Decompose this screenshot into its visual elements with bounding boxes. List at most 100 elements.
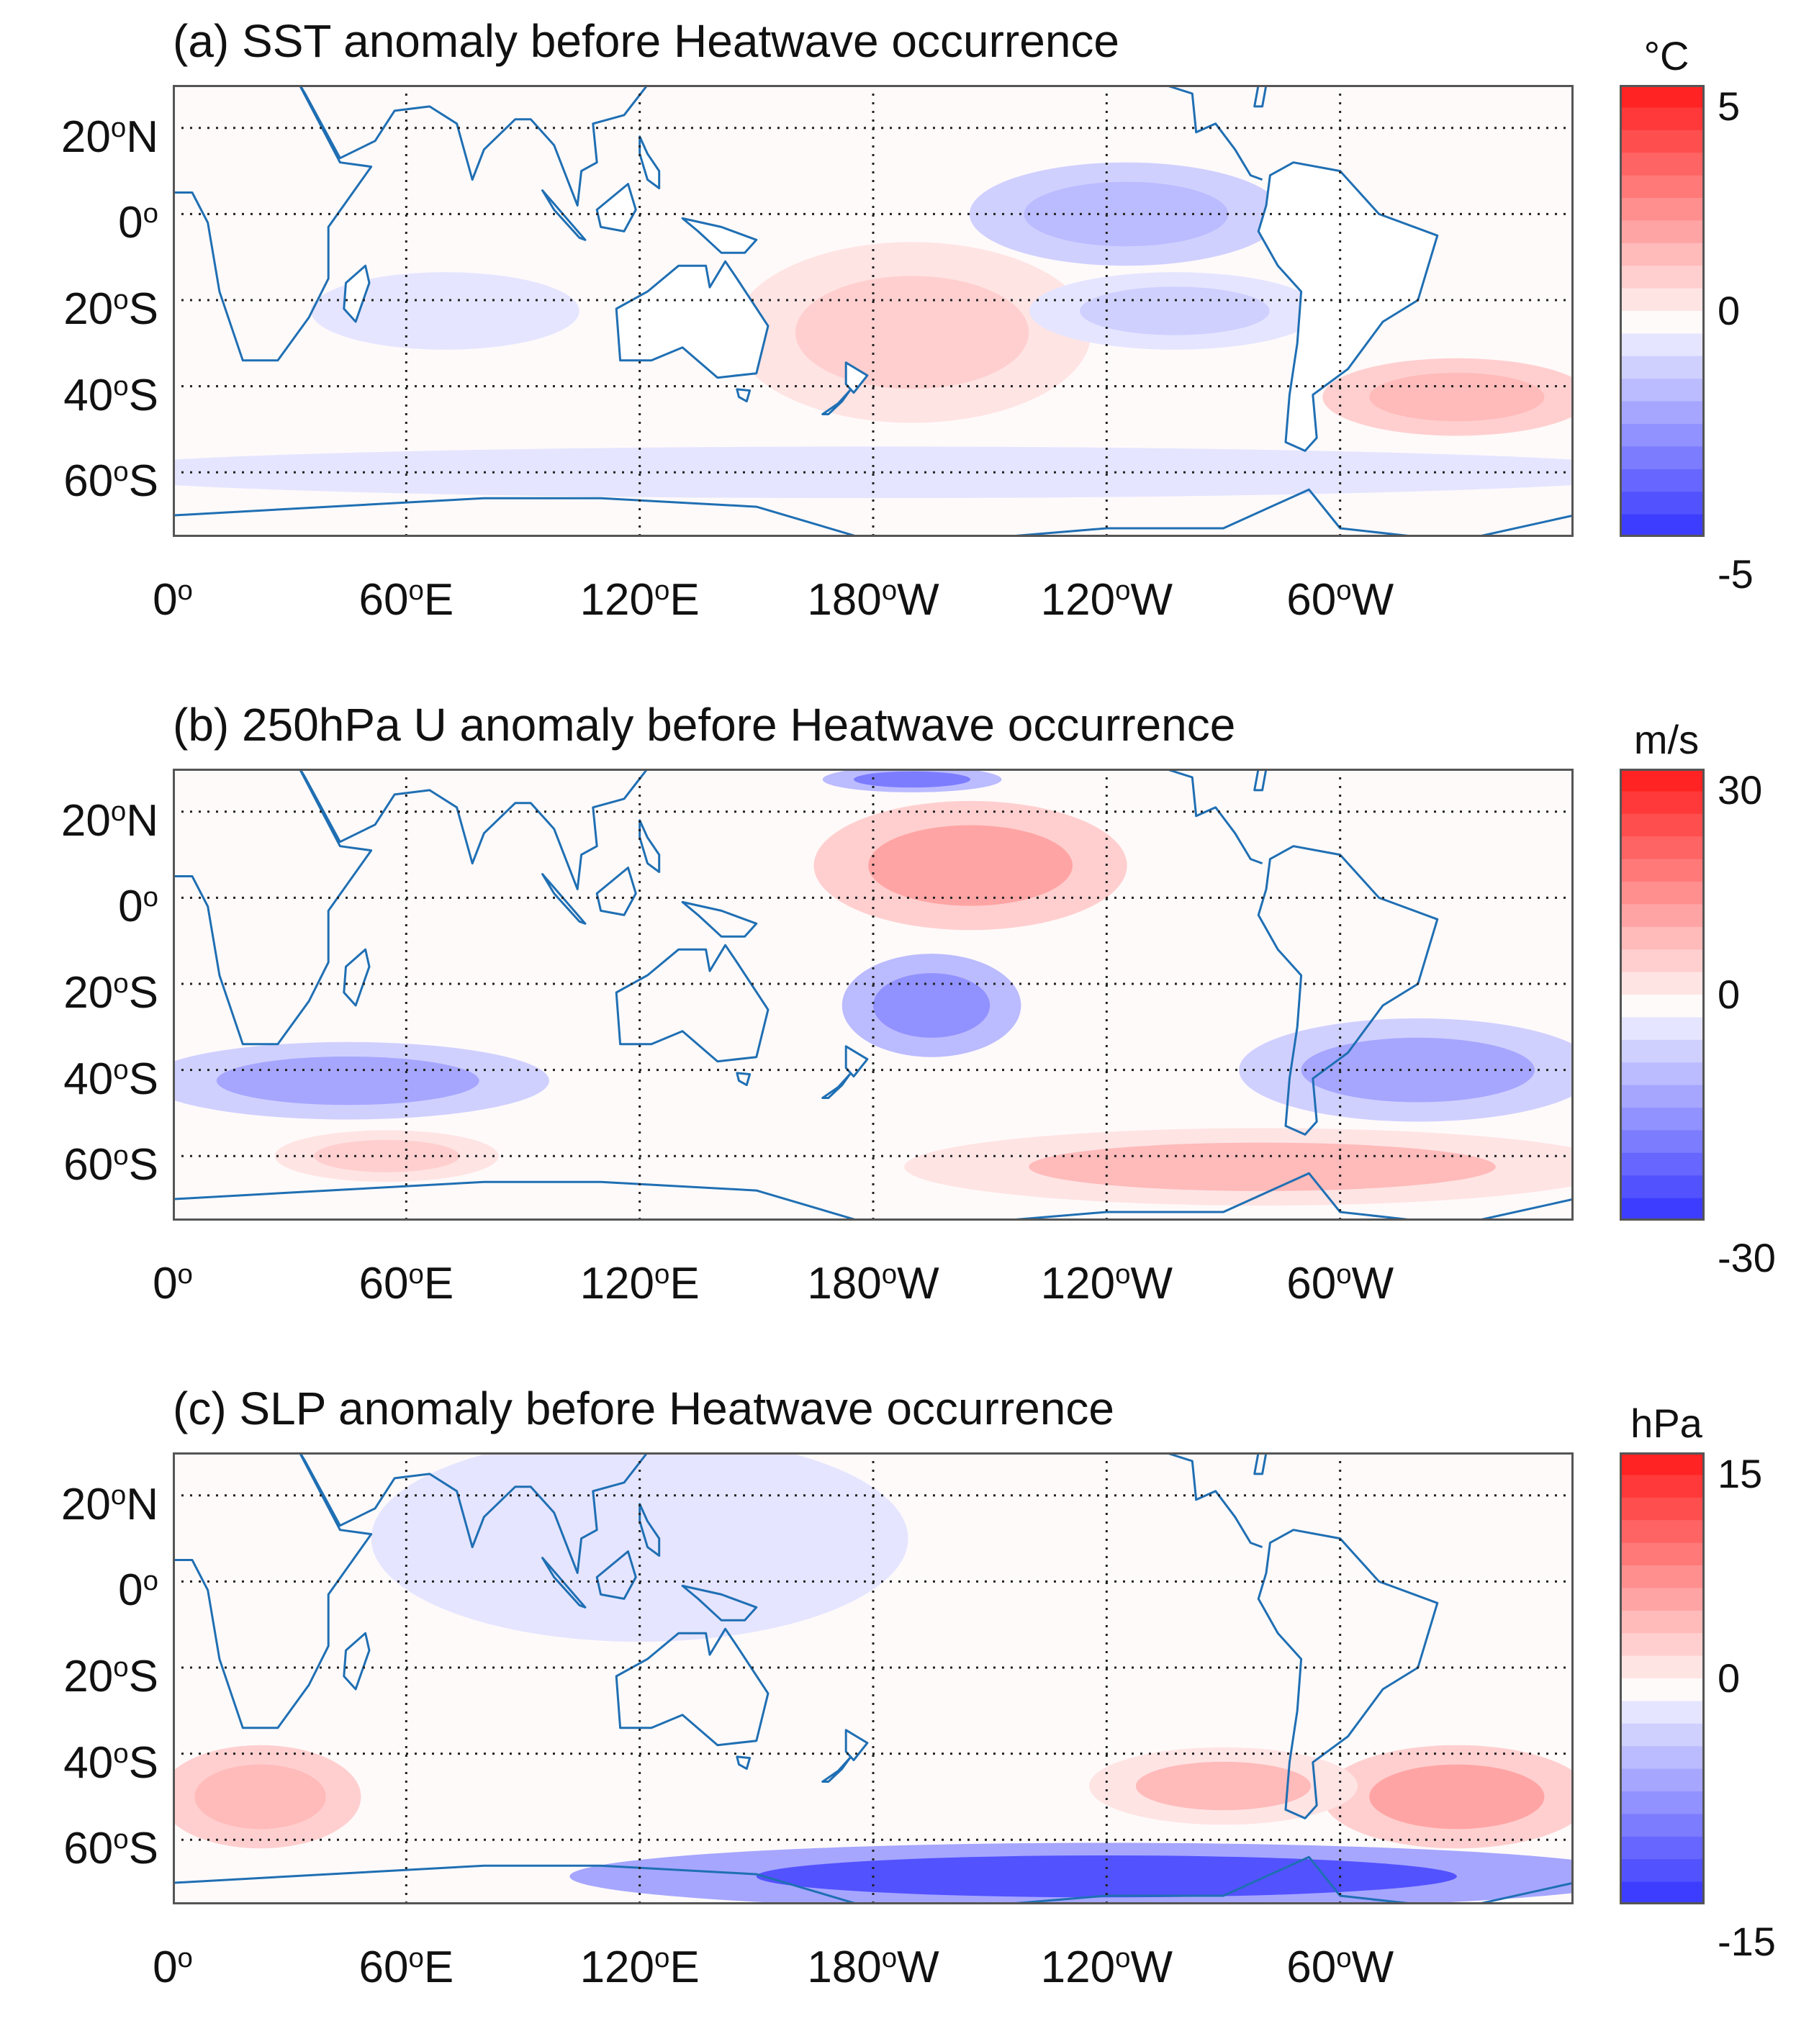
y-tick-label: 0o xyxy=(0,191,158,245)
coastline-nzN xyxy=(844,361,869,394)
x-tick-label: 180oW xyxy=(807,1252,939,1306)
x-tick-label: 180oW xyxy=(807,569,939,623)
colorbar-unit: m/s xyxy=(1633,717,1700,762)
coastline-australia xyxy=(615,260,770,379)
tick-number: 60 xyxy=(358,1259,409,1309)
tick-number: 20 xyxy=(63,284,114,335)
degree-mark: o xyxy=(110,112,127,143)
coastline-tasmania xyxy=(736,1755,752,1771)
colorbar-unit: hPa xyxy=(1630,1401,1702,1446)
x-tick-label: 120oW xyxy=(1041,1936,1173,1990)
degree-mark: o xyxy=(177,575,193,606)
tick-number: 120 xyxy=(579,1943,655,1993)
degree-mark: o xyxy=(654,1259,670,1290)
coastline-nzS xyxy=(821,1073,852,1099)
coastline-philippines xyxy=(638,135,661,189)
panel-a: (a) SST anomaly before Heatwave occurren… xyxy=(0,0,1814,677)
colorbar-segment xyxy=(1620,469,1705,492)
tick-number: 60 xyxy=(63,1824,114,1874)
degree-mark: o xyxy=(113,370,129,402)
hemisphere-letter: W xyxy=(1130,1259,1173,1309)
colorbar-segment xyxy=(1620,926,1705,950)
x-tick-label: 120oE xyxy=(580,1936,700,1990)
anomaly-region-core xyxy=(1135,1761,1312,1811)
tick-number: 20 xyxy=(60,1479,111,1529)
colorbar-segment xyxy=(1620,1108,1705,1131)
map-svg xyxy=(173,85,1574,537)
colorbar-segment xyxy=(1620,288,1705,312)
coastlines xyxy=(173,769,1574,1221)
panel-b: (b) 250hPa U anomaly before Heatwave occ… xyxy=(0,684,1814,1360)
colorbar-zero-label: 0 xyxy=(1718,1655,1741,1701)
coastline-madagascar xyxy=(343,264,371,323)
colorbar-segment xyxy=(1620,1017,1705,1041)
tick-number: 0 xyxy=(153,1943,178,1993)
colorbar-segment xyxy=(1620,514,1705,537)
tick-number: 60 xyxy=(1286,575,1337,625)
map-frame xyxy=(173,769,1574,1221)
map-area xyxy=(173,1452,1574,1904)
coastline-sumatra xyxy=(541,873,587,925)
anomaly-region-core xyxy=(1369,372,1545,422)
colorbar xyxy=(1620,85,1705,537)
coastline-antarctica xyxy=(173,1172,1574,1221)
x-tick-label: 60oW xyxy=(1286,1252,1394,1306)
colorbar-segment xyxy=(1620,424,1705,447)
colorbar-segment xyxy=(1620,175,1705,199)
anomaly-region-core xyxy=(795,276,1029,389)
x-tick-label: 180oW xyxy=(807,1936,939,1990)
tick-number: 40 xyxy=(63,370,114,420)
tick-number: 20 xyxy=(60,795,111,846)
degree-mark: o xyxy=(1336,1259,1352,1290)
y-tick-label: 60oS xyxy=(0,1817,158,1871)
degree-mark: o xyxy=(113,456,129,488)
degree-mark: o xyxy=(654,575,670,606)
coastlines xyxy=(173,85,1574,537)
colorbar-max-label: 5 xyxy=(1718,83,1741,129)
tick-number: 180 xyxy=(807,575,882,625)
colorbar-zero-label: 0 xyxy=(1718,288,1741,333)
coastline-philippines xyxy=(638,819,661,873)
colorbar-min-label: -5 xyxy=(1718,551,1754,597)
degree-mark: o xyxy=(177,1943,193,1973)
colorbar-segment xyxy=(1620,995,1705,1018)
colorbar-segment xyxy=(1620,1836,1705,1860)
panel-title: (b) 250hPa U anomaly before Heatwave occ… xyxy=(173,699,1236,751)
anomaly-region-core xyxy=(464,1473,815,1604)
anomaly-region-core xyxy=(1029,1142,1496,1191)
x-tick-label: 60oE xyxy=(358,1252,454,1306)
colorbar-segment xyxy=(1620,1520,1705,1544)
hemisphere-letter: N xyxy=(126,112,158,162)
coastline-asia xyxy=(298,1452,649,1574)
coastline-asia xyxy=(298,769,649,890)
degree-mark: o xyxy=(1115,575,1131,606)
anomaly-region-core xyxy=(357,286,533,335)
coastline-samerica xyxy=(1257,161,1439,452)
tick-number: 60 xyxy=(1286,1259,1337,1309)
degree-mark: o xyxy=(1336,1943,1352,1973)
hemisphere-letter: S xyxy=(128,1824,158,1874)
coastline-nzN xyxy=(844,1045,869,1078)
coastline-sumatra xyxy=(541,189,587,241)
tick-number: 40 xyxy=(63,1054,114,1104)
x-tick-label: 120oE xyxy=(580,1252,700,1306)
anomaly-region-core xyxy=(194,1764,326,1830)
x-tick-label: 60oW xyxy=(1286,1936,1394,1990)
coastline-borneo xyxy=(595,183,637,232)
tick-number: 60 xyxy=(358,575,409,625)
hemisphere-letter: S xyxy=(128,1140,158,1190)
gridlines xyxy=(173,1452,1574,1904)
hemisphere-letter: E xyxy=(423,1259,454,1309)
colorbar xyxy=(1620,1452,1705,1904)
colorbar-segment xyxy=(1620,85,1705,108)
hemisphere-letter: S xyxy=(128,1652,158,1702)
x-tick-label: 60oE xyxy=(358,1936,454,1990)
hemisphere-letter: N xyxy=(126,1479,158,1529)
colorbar-segment xyxy=(1620,266,1705,289)
coastline-asia xyxy=(298,85,649,207)
coastline-sumatra xyxy=(541,1557,587,1609)
colorbar-segment xyxy=(1620,1678,1705,1701)
coastline-newguinea xyxy=(681,217,758,254)
hemisphere-letter: W xyxy=(897,1943,939,1993)
coastline-nzN xyxy=(844,1729,869,1762)
